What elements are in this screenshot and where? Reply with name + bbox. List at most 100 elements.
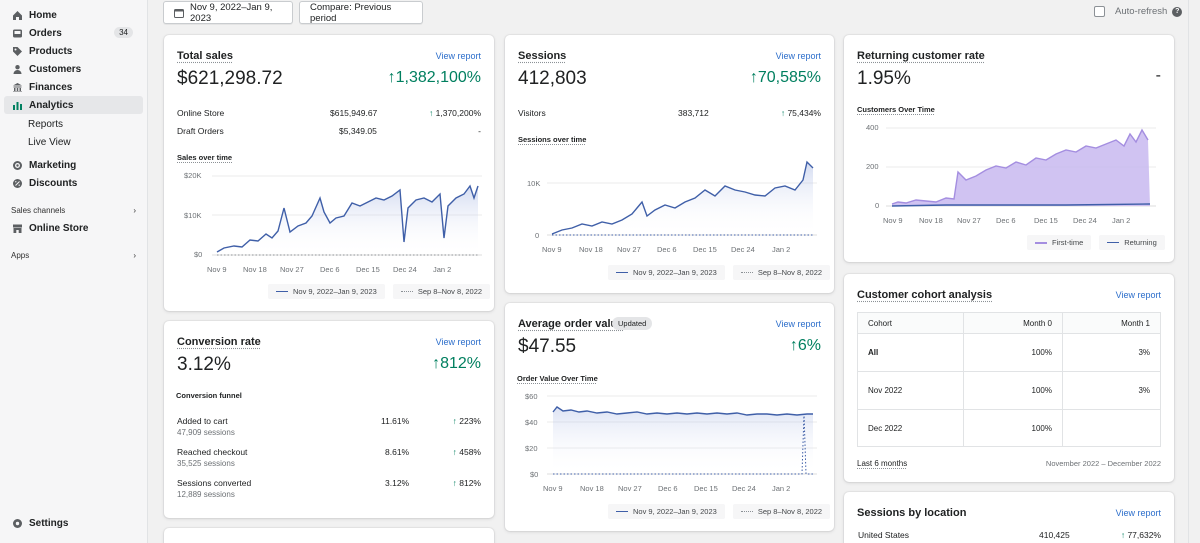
x-tick: Dec 24: [1073, 216, 1097, 225]
legend-item-current[interactable]: Nov 9, 2022–Jan 9, 2023: [608, 265, 725, 280]
arrow-up-icon: ↑: [432, 355, 440, 372]
sidebar-item-reports[interactable]: Reports: [4, 115, 143, 133]
legend-item-first-time[interactable]: First-time: [1027, 235, 1091, 250]
gear-icon: [12, 518, 23, 529]
sidebar-item-settings[interactable]: Settings: [4, 514, 143, 532]
row-label: Visitors: [518, 108, 546, 118]
x-tick: Nov 9: [883, 216, 903, 225]
view-report-link[interactable]: View report: [1116, 290, 1161, 300]
view-report-link[interactable]: View report: [436, 51, 481, 61]
legend-label: Sep 8–Nov 8, 2022: [758, 268, 822, 277]
auto-refresh-toggle[interactable]: Auto-refresh ?: [1094, 6, 1182, 17]
sidebar-item-label: Online Store: [29, 223, 88, 234]
sidebar-item-analytics[interactable]: Analytics: [4, 96, 143, 114]
auto-refresh-checkbox[interactable]: [1094, 6, 1105, 17]
cohort-date-range: November 2022 – December 2022: [1046, 459, 1161, 468]
sidebar-item-label: Reports: [28, 119, 63, 130]
legend-item-returning[interactable]: Returning: [1099, 235, 1165, 250]
row-value: $615,949.67: [330, 108, 377, 118]
sidebar-item-customers[interactable]: Customers: [4, 60, 143, 78]
legend-label: Nov 9, 2022–Jan 9, 2023: [293, 287, 377, 296]
help-icon[interactable]: ?: [1172, 7, 1182, 17]
sidebar-item-label: Products: [29, 46, 72, 57]
legend-item-current[interactable]: Nov 9, 2022–Jan 9, 2023: [608, 504, 725, 519]
row-label: Online Store: [177, 108, 224, 118]
card-title: Sessions: [518, 50, 566, 62]
legend-item-previous[interactable]: Sep 8–Nov 8, 2022: [733, 504, 830, 519]
conversion-rate-card: Conversion rate View report 3.12% ↑812% …: [164, 321, 494, 518]
sidebar-item-orders[interactable]: Orders 34: [4, 24, 143, 42]
scrollbar[interactable]: [1188, 0, 1200, 543]
aov-value: $47.55: [518, 336, 576, 358]
view-report-link[interactable]: View report: [1116, 508, 1161, 518]
sidebar-item-online-store[interactable]: Online Store: [4, 219, 143, 237]
x-tick: Nov 18: [919, 216, 943, 225]
x-tick: Nov 27: [280, 265, 304, 274]
customers-chart: [886, 120, 1156, 210]
returning-customer-card: Returning customer rate 1.95% - Customer…: [844, 35, 1174, 262]
returning-rate-change: -: [1156, 67, 1161, 85]
bar-chart-icon: [12, 100, 23, 111]
total-sales-value: $621,298.72: [177, 68, 283, 90]
x-tick: Dec 6: [320, 265, 340, 274]
sidebar-item-discounts[interactable]: Discounts: [4, 174, 143, 192]
cohort-period-link[interactable]: Last 6 months: [857, 459, 907, 468]
cohort-table: Cohort Month 0 Month 1 All 100% 3% Nov 2…: [857, 312, 1161, 447]
cohort-cell: [1063, 410, 1161, 447]
y-tick: 10K: [527, 179, 540, 188]
change-value: 1,370,200%: [436, 108, 481, 118]
compare-button[interactable]: Compare: Previous period: [299, 1, 423, 24]
sidebar-item-products[interactable]: Products: [4, 42, 143, 60]
sessions-card: Sessions View report 412,803 ↑70,585% Vi…: [505, 35, 834, 293]
sidebar-item-home[interactable]: Home: [4, 6, 143, 24]
card-title: Returning customer rate: [857, 50, 985, 62]
y-tick: $40: [525, 418, 538, 427]
view-report-link[interactable]: View report: [436, 337, 481, 347]
chevron-right-icon: ›: [133, 206, 136, 215]
view-report-link[interactable]: View report: [776, 319, 821, 329]
x-tick: Dec 15: [693, 245, 717, 254]
location-value: 410,425: [1039, 530, 1070, 540]
y-tick: 200: [866, 162, 879, 171]
orders-count-badge: 34: [114, 27, 133, 38]
chart-legend: Nov 9, 2022–Jan 9, 2023 Sep 8–Nov 8, 202…: [268, 284, 490, 299]
legend-item-previous[interactable]: Sep 8–Nov 8, 2022: [393, 284, 490, 299]
x-tick: Nov 27: [618, 484, 642, 493]
legend-item-current[interactable]: Nov 9, 2022–Jan 9, 2023: [268, 284, 385, 299]
sidebar: Home Orders 34 Products Customers Financ…: [0, 0, 148, 543]
funnel-step-label: Sessions converted: [177, 478, 251, 488]
sidebar-item-marketing[interactable]: Marketing: [4, 156, 143, 174]
apps-header[interactable]: Apps ›: [11, 251, 136, 260]
legend-label: First-time: [1052, 238, 1083, 247]
y-tick: $0: [194, 250, 202, 259]
change-value: 1,382,100%: [396, 69, 481, 86]
view-report-link[interactable]: View report: [776, 51, 821, 61]
arrow-up-icon: ↑: [750, 69, 758, 86]
total-sales-card: Total sales View report $621,298.72 ↑1,3…: [164, 35, 494, 311]
auto-refresh-label: Auto-refresh: [1115, 6, 1167, 17]
funnel-step-rate: 8.61%: [385, 447, 409, 457]
legend-item-previous[interactable]: Sep 8–Nov 8, 2022: [733, 265, 830, 280]
chart-legend: First-time Returning: [1027, 235, 1165, 250]
y-tick: $60: [525, 392, 538, 401]
x-tick: Dec 24: [731, 245, 755, 254]
date-range-picker[interactable]: Nov 9, 2022–Jan 9, 2023: [163, 1, 293, 24]
funnel-step-sessions: 47,909 sessions: [177, 428, 235, 437]
sidebar-item-finances[interactable]: Finances: [4, 78, 143, 96]
sales-channels-label: Sales channels: [11, 206, 65, 215]
sidebar-item-live-view[interactable]: Live View: [4, 133, 143, 151]
x-tick: Dec 24: [393, 265, 417, 274]
chevron-right-icon: ›: [133, 251, 136, 260]
store-icon: [12, 223, 23, 234]
x-tick: Nov 9: [207, 265, 227, 274]
x-tick: Jan 2: [1112, 216, 1130, 225]
chart-title: Customers Over Time: [857, 105, 935, 114]
sidebar-item-label: Home: [29, 10, 57, 21]
arrow-up-icon: ↑: [429, 108, 436, 118]
sales-chart: [212, 168, 482, 258]
card-title: Conversion rate: [177, 336, 261, 348]
sales-channels-header[interactable]: Sales channels ›: [11, 206, 136, 215]
change-value: 812%: [459, 478, 481, 488]
x-tick: Dec 6: [658, 484, 678, 493]
row-change: -: [478, 126, 481, 136]
